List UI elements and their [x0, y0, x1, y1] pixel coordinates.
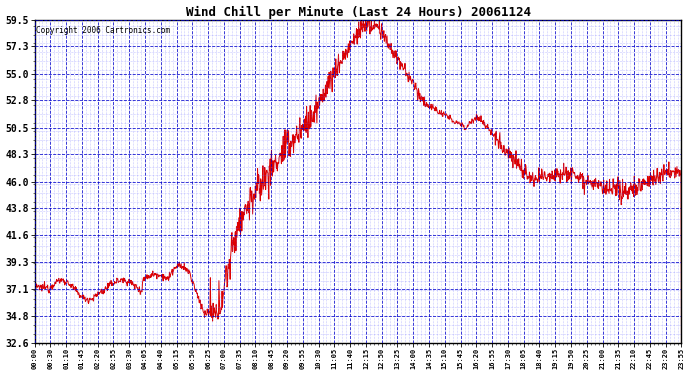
- Title: Wind Chill per Minute (Last 24 Hours) 20061124: Wind Chill per Minute (Last 24 Hours) 20…: [186, 6, 531, 19]
- Text: Copyright 2006 Cartronics.com: Copyright 2006 Cartronics.com: [36, 26, 170, 35]
